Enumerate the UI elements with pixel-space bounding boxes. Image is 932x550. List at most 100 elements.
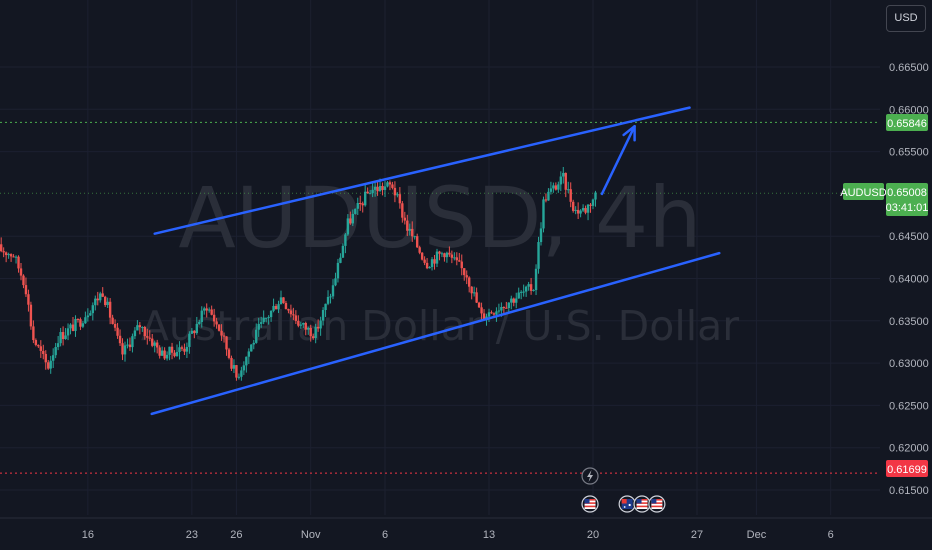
- candle-body: [141, 327, 144, 329]
- bar-countdown-label: 03:41:01: [886, 202, 929, 214]
- candle-body: [463, 268, 466, 276]
- candle-body: [406, 220, 409, 231]
- candle-body: [51, 355, 55, 361]
- candle-body: [138, 325, 142, 328]
- candle-body: [559, 176, 563, 185]
- candle-body: [552, 185, 555, 189]
- candle-body: [482, 313, 486, 320]
- candle-body: [180, 347, 184, 349]
- candle-body: [448, 252, 451, 255]
- event-markers[interactable]: [581, 467, 666, 513]
- upper-channel-line[interactable]: [153, 106, 691, 235]
- candle-body: [460, 261, 463, 269]
- candle-body: [472, 292, 476, 294]
- candle-body: [359, 202, 362, 204]
- levels-layer: [0, 121, 880, 474]
- flag-stripe: [584, 499, 596, 501]
- candle-body: [490, 312, 493, 314]
- x-axis[interactable]: 16 23 26 Nov 6 13 20 27 Dec 6: [0, 517, 932, 550]
- y-axis[interactable]: 0.66500 0.66000 0.65500 0.64500 0.64000 0.635…: [885, 0, 932, 550]
- flag-star: [623, 506, 626, 508]
- candle-body: [480, 307, 483, 314]
- candle-body: [39, 346, 43, 351]
- candle-body: [309, 327, 312, 337]
- us-flag-icon[interactable]: [633, 495, 651, 513]
- flag-field: [636, 499, 648, 509]
- candle-body: [267, 317, 270, 319]
- x-tick-label: 27: [691, 529, 703, 541]
- projection-arrow-head[interactable]: [622, 124, 636, 142]
- projection-arrow-shaft[interactable]: [600, 124, 636, 196]
- candle-body: [44, 353, 47, 363]
- candle-body: [143, 327, 147, 337]
- candle-body: [557, 184, 560, 190]
- candle-body: [430, 259, 434, 267]
- candle-body: [517, 292, 520, 299]
- candle-body: [371, 189, 374, 194]
- candle-body: [289, 310, 293, 315]
- y-tick-label: 0.62500: [889, 400, 929, 412]
- candle-body: [576, 209, 580, 214]
- candle-body: [581, 208, 585, 211]
- candle-body: [428, 266, 431, 269]
- current-price-tag: [886, 183, 928, 216]
- candle-body: [411, 228, 414, 237]
- y-tick-label: 0.64500: [889, 231, 929, 243]
- currency-selector-button[interactable]: USD: [886, 5, 926, 32]
- candle-body: [279, 297, 283, 305]
- candle-body: [252, 342, 255, 345]
- watermark: AUDUSD, 4h Australian Dollar / U.S. Doll…: [141, 169, 739, 350]
- flag-canton: [621, 499, 627, 504]
- current-symbol-tag: [843, 183, 884, 200]
- candle-body: [351, 213, 355, 224]
- candle-body: [173, 352, 176, 357]
- candle-body: [27, 294, 30, 305]
- candle-body: [574, 209, 577, 211]
- watermark-name: Australian Dollar / U.S. Dollar: [141, 302, 739, 350]
- candle-body: [269, 310, 273, 318]
- candle-body: [76, 318, 80, 320]
- candle-body: [86, 315, 90, 318]
- y-tick-label: 0.65500: [889, 147, 929, 159]
- drawings-layer[interactable]: [150, 106, 721, 416]
- candle-body: [205, 308, 208, 311]
- candle-body: [111, 317, 114, 324]
- candle-body: [66, 328, 70, 336]
- resistance-price-tag: [886, 114, 928, 131]
- candle-body: [284, 303, 288, 310]
- candle-body: [562, 172, 565, 177]
- candle-body: [215, 321, 218, 325]
- us-flag-icon[interactable]: [648, 495, 666, 513]
- candle-body: [227, 349, 231, 358]
- candle-body: [287, 309, 290, 311]
- au-flag-icon[interactable]: [618, 495, 636, 513]
- candle-body: [356, 202, 359, 209]
- candle-body: [207, 309, 211, 311]
- candle-body: [123, 345, 127, 355]
- candle-body: [366, 191, 369, 194]
- candle-body: [32, 326, 35, 341]
- flag-canton: [651, 499, 657, 504]
- lightning-icon[interactable]: [581, 467, 599, 485]
- candle-body: [282, 297, 285, 304]
- candle-body: [569, 189, 572, 202]
- candle-body: [262, 317, 265, 323]
- candle-body: [160, 350, 164, 356]
- candle-body: [34, 340, 38, 345]
- us-flag-icon[interactable]: [581, 495, 599, 513]
- x-tick-label: 16: [82, 529, 94, 541]
- watermark-symbol: AUDUSD, 4h: [178, 169, 701, 267]
- candle-body: [22, 275, 25, 286]
- candle-body: [542, 199, 545, 229]
- candle-body: [386, 182, 389, 187]
- x-tick-label: 20: [587, 529, 599, 541]
- y-tick-label: 0.66000: [889, 104, 929, 116]
- candle-body: [131, 336, 134, 348]
- candle-body: [54, 347, 57, 356]
- candle-body: [455, 257, 459, 261]
- candle-body: [487, 312, 491, 317]
- support-price-tag: [886, 460, 928, 477]
- lower-channel-line[interactable]: [150, 251, 721, 416]
- candle-body: [118, 335, 122, 344]
